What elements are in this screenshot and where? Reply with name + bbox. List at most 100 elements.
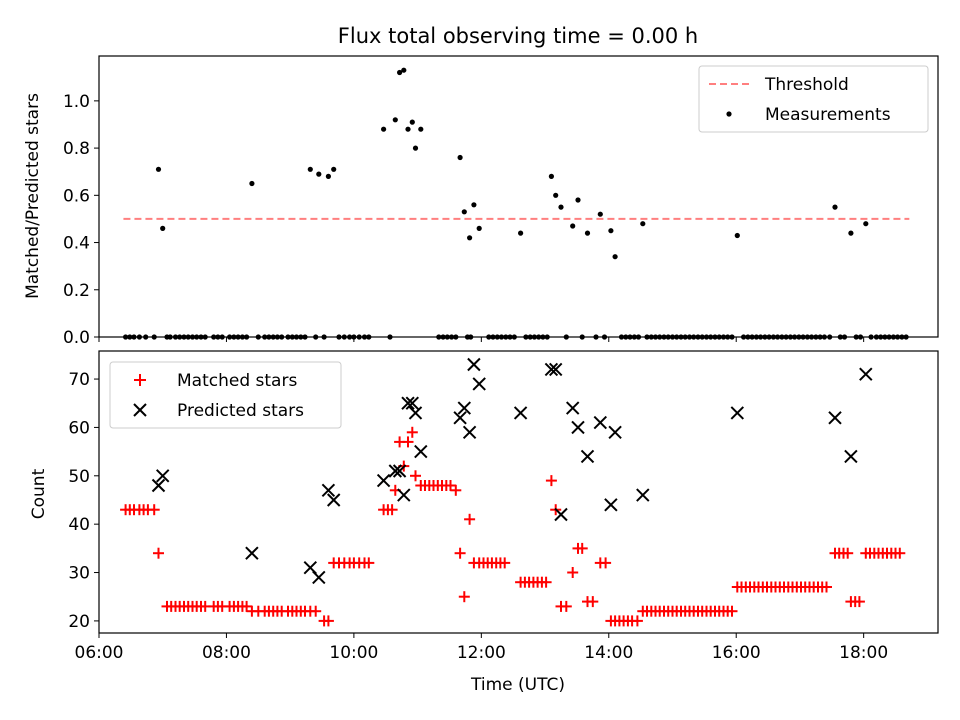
matched-star-point (587, 596, 599, 608)
top-y-tick-label: 1.0 (63, 92, 90, 112)
measurement-point (548, 173, 555, 179)
bottom-x-axis-label: Time (UTC) (470, 675, 565, 695)
matched-star-point (322, 615, 334, 627)
measurement-point (734, 232, 740, 239)
measurement-point (331, 166, 337, 172)
predicted-star-point (155, 469, 170, 483)
matched-star-point (410, 470, 421, 482)
predicted-star-point (544, 362, 559, 377)
bottom-panel: Count Time (UTC) 20 30 40 50 60 70 06:00 08:00 1… (29, 350, 939, 695)
matched-star-point (310, 605, 322, 617)
predicted-star-point (548, 362, 563, 377)
predicted-star-point (151, 478, 166, 493)
measurement-point (461, 209, 467, 215)
top-y-tick-label: 0.2 (63, 281, 90, 301)
predicted-star-point (859, 367, 873, 381)
measurement-point (405, 126, 411, 132)
measurement-point (570, 223, 576, 229)
predicted-star-point (604, 498, 618, 512)
matched-star-point (148, 504, 160, 516)
matched-star-point (363, 557, 375, 569)
predicted-star-point (405, 396, 420, 410)
measurement-point (476, 225, 482, 231)
predicted-star-point (321, 483, 336, 498)
measurement-point (160, 225, 166, 231)
predicted-star-point (414, 444, 428, 459)
predicted-star-point (593, 415, 608, 430)
measurement-point (848, 230, 854, 236)
top-panel: Matched/Predicted stars 0.0 0.2 0.4 0.6 0.8 1… (23, 55, 939, 348)
matched-star-point (726, 605, 738, 617)
predicted-star-point (312, 570, 326, 585)
measurement-point (392, 117, 398, 123)
bottom-x-tick-label: 08:00 (202, 643, 251, 663)
measurement-point (397, 69, 403, 76)
bottom-y-tick-label: 40 (68, 515, 90, 535)
measurement-point (325, 173, 331, 179)
measurement-point (518, 230, 524, 236)
predicted-star-point (554, 507, 568, 522)
measurement-point (471, 202, 477, 208)
predicted-star-point (376, 473, 391, 488)
bottom-y-tick-label: 50 (68, 467, 90, 487)
bottom-x-tick-label: 10:00 (329, 643, 378, 663)
predicted-star-point (462, 425, 477, 440)
matched-star-point (540, 576, 552, 588)
measurement-point (863, 221, 869, 227)
measurement-point (584, 230, 591, 236)
measurement-point (467, 235, 473, 241)
bottom-x-tick-label: 16:00 (712, 643, 761, 663)
bottom-legend: Matched stars Predicted stars (109, 361, 342, 429)
predicted-star-point (844, 449, 858, 464)
bottom-x-tick-label: 06:00 (75, 643, 124, 663)
predicted-star-point (513, 406, 528, 420)
matched-star-point (853, 596, 865, 608)
predicted-star-point (457, 401, 472, 415)
measurement-point (316, 171, 322, 177)
predicted-star-point (571, 420, 585, 435)
bottom-y-tick-label: 70 (68, 370, 90, 390)
bottom-y-tick-label: 30 (68, 564, 90, 584)
bottom-x-tick-label: 12:00 (457, 643, 506, 663)
matched-star-point (894, 547, 906, 559)
measurements-legend-swatch (726, 111, 732, 117)
predicted-star-point (580, 449, 595, 464)
measurement-point (412, 145, 419, 151)
measurement-point (401, 67, 407, 73)
predicted-star-point (828, 411, 842, 425)
matched-star-point (153, 547, 164, 559)
top-legend: Threshold Measurements (698, 65, 929, 133)
predicted-star-point (388, 464, 403, 478)
matched-star-point (450, 484, 462, 496)
matched-star-point (499, 557, 511, 569)
top-legend-box (698, 65, 929, 133)
matched-star-point (445, 480, 456, 491)
matched-legend-label: Matched stars (177, 371, 297, 391)
predicted-star-point (326, 493, 341, 507)
predicted-star-point (397, 488, 411, 502)
matched-star-point (406, 426, 418, 438)
measurement-point (597, 211, 603, 217)
matched-legend-swatch (134, 374, 146, 386)
bottom-plot-frame (98, 350, 939, 634)
predicted-star-point (472, 377, 486, 391)
chart-title: Flux total observing time = 0.00 h (338, 24, 698, 48)
measurement-point (575, 197, 581, 203)
predicted-star-point (453, 411, 467, 425)
measurement-point (553, 192, 559, 198)
matched-star-point (402, 436, 414, 448)
bottom-legend-box (109, 361, 342, 429)
measurement-point (381, 126, 387, 132)
measurements-legend-label: Measurements (765, 105, 891, 125)
matched-star-point (241, 600, 253, 612)
predicted-legend-label: Predicted stars (177, 401, 304, 421)
matched-star-point (454, 547, 466, 559)
predicted-star-point (565, 401, 580, 415)
predicted-star-point (636, 488, 650, 502)
matched-star-point (576, 542, 588, 554)
matched-star-point (567, 567, 579, 578)
predicted-star-point (730, 406, 745, 420)
bottom-y-axis-label: Count (29, 468, 49, 519)
measurement-point (832, 204, 838, 210)
